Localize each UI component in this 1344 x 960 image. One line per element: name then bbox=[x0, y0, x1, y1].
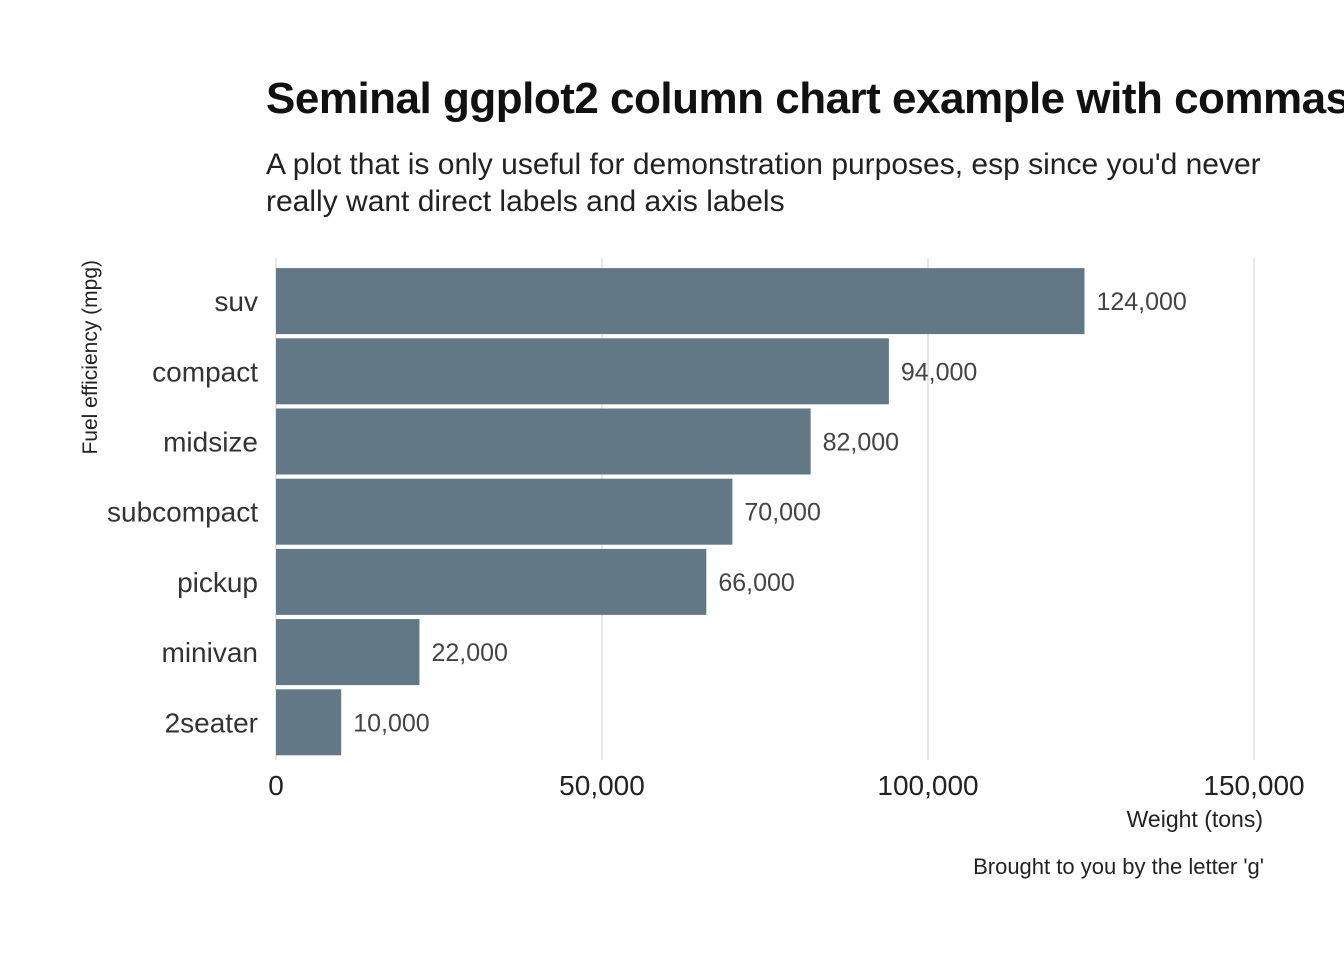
bar bbox=[276, 478, 733, 545]
bar bbox=[276, 408, 811, 475]
category-label: subcompact bbox=[107, 497, 258, 528]
bar bbox=[276, 689, 342, 756]
chart-subtitle: A plot that is only useful for demonstra… bbox=[266, 148, 1261, 218]
bar bbox=[276, 548, 707, 615]
bar bbox=[276, 338, 889, 405]
x-tick-label: 150,000 bbox=[1203, 770, 1304, 801]
data-label: 10,000 bbox=[353, 709, 429, 737]
data-label: 70,000 bbox=[744, 499, 820, 527]
category-label: suv bbox=[214, 286, 258, 317]
data-label: 124,000 bbox=[1096, 288, 1186, 316]
x-tick-label: 0 bbox=[268, 770, 284, 801]
category-label: compact bbox=[152, 356, 258, 387]
chart-title: Seminal ggplot2 column chart example wit… bbox=[266, 74, 1344, 123]
x-tick-label: 50,000 bbox=[559, 770, 645, 801]
axis-layer: 0 50,000 100,000 150,000 suv compact midsize su… bbox=[107, 286, 1305, 801]
x-tick-label: 100,000 bbox=[877, 770, 978, 801]
data-label: 94,000 bbox=[901, 358, 977, 386]
bar bbox=[276, 268, 1085, 335]
category-label: midsize bbox=[163, 427, 258, 458]
data-label: 82,000 bbox=[823, 429, 899, 457]
data-label: 66,000 bbox=[718, 569, 794, 597]
category-label: minivan bbox=[162, 637, 258, 668]
data-label: 22,000 bbox=[431, 639, 507, 667]
bar-layer bbox=[276, 268, 1085, 756]
category-label: 2seater bbox=[165, 707, 258, 738]
chart-caption: Brought to you by the letter 'g' bbox=[973, 854, 1264, 879]
label-layer: 124,000 94,000 82,000 70,000 66,000 22,000 10,… bbox=[353, 288, 1187, 737]
x-axis-title: Weight (tons) bbox=[1127, 806, 1263, 832]
category-label: pickup bbox=[177, 567, 258, 598]
bar bbox=[276, 619, 420, 686]
y-axis-title: Fuel efficiency (mpg) bbox=[79, 260, 102, 455]
